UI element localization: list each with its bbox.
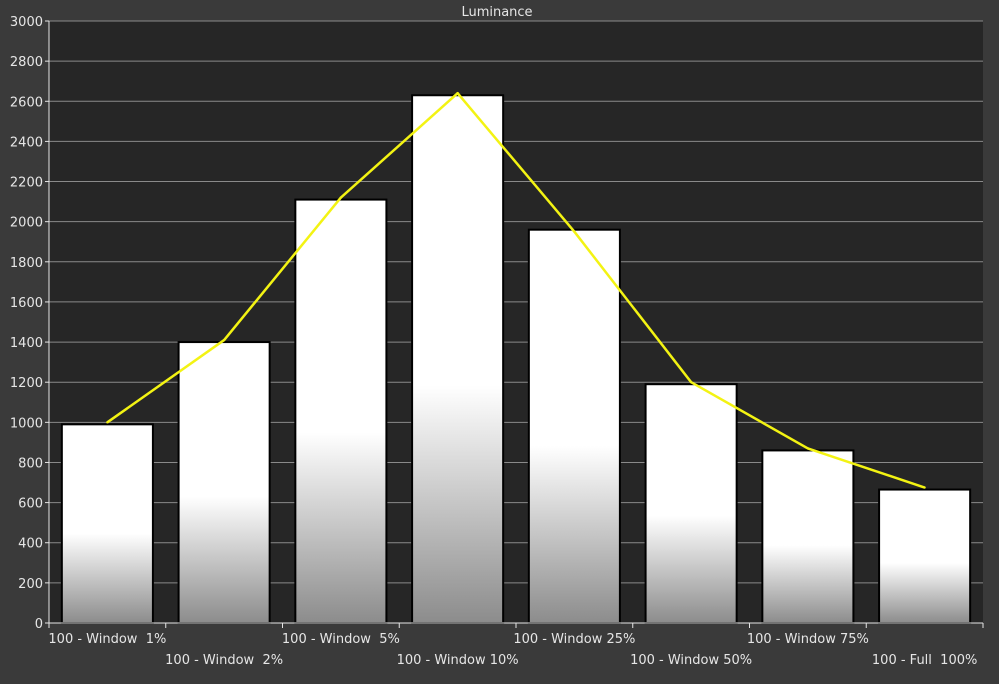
bar	[644, 383, 738, 624]
bar	[294, 198, 388, 625]
y-tick-label: 0	[35, 617, 43, 632]
line-point	[106, 421, 109, 424]
y-tick-label: 1200	[10, 376, 43, 391]
x-tick-label: 100 - Window 10%	[397, 653, 519, 668]
bar	[60, 423, 154, 624]
axes: 0 200 400 600 800 1000 1200 1400 1600 1800 2000 220…	[10, 15, 984, 668]
x-tick-label: 100 - Window 25%	[513, 632, 635, 647]
line-point	[689, 381, 693, 384]
x-tick-label: 100 - Window 2%	[165, 653, 283, 668]
line-point	[806, 447, 810, 450]
y-tick-label: 1600	[10, 296, 43, 311]
bar	[878, 488, 972, 624]
line-series	[106, 91, 926, 489]
y-tick-label: 400	[18, 537, 43, 552]
bars	[60, 94, 972, 625]
chart-title: Luminance	[461, 5, 532, 20]
y-tick-label: 2600	[10, 95, 43, 110]
line-point	[456, 92, 459, 95]
y-tick-label: 2400	[10, 135, 43, 150]
y-tick-label: 800	[18, 456, 43, 471]
bar	[411, 94, 505, 625]
bar	[761, 449, 855, 624]
x-tick-label: 100 - Window 1%	[48, 632, 166, 647]
y-tick-label: 2000	[10, 216, 43, 231]
y-tick-label: 1000	[10, 416, 43, 431]
line-point	[923, 486, 926, 489]
line-point	[339, 196, 343, 199]
bar	[177, 341, 271, 624]
x-tick-label: 100 - Full 100%	[872, 653, 977, 668]
x-tick-label: 100 - Window 50%	[630, 653, 752, 668]
y-tick-label: 2200	[10, 176, 43, 191]
series-line	[106, 91, 926, 489]
x-tick-label: 100 - Window 5%	[282, 632, 400, 647]
y-tick-label: 2800	[10, 55, 43, 70]
y-tick-label: 3000	[10, 15, 43, 30]
x-tick-label: 100 - Window 75%	[747, 632, 869, 647]
y-tick-label: 600	[18, 497, 43, 512]
y-tick-label: 200	[18, 577, 43, 592]
line-point	[222, 338, 226, 342]
bar	[527, 228, 621, 624]
y-tick-label: 1400	[10, 336, 43, 351]
y-tick-label: 1800	[10, 256, 43, 271]
line-point	[573, 230, 576, 233]
